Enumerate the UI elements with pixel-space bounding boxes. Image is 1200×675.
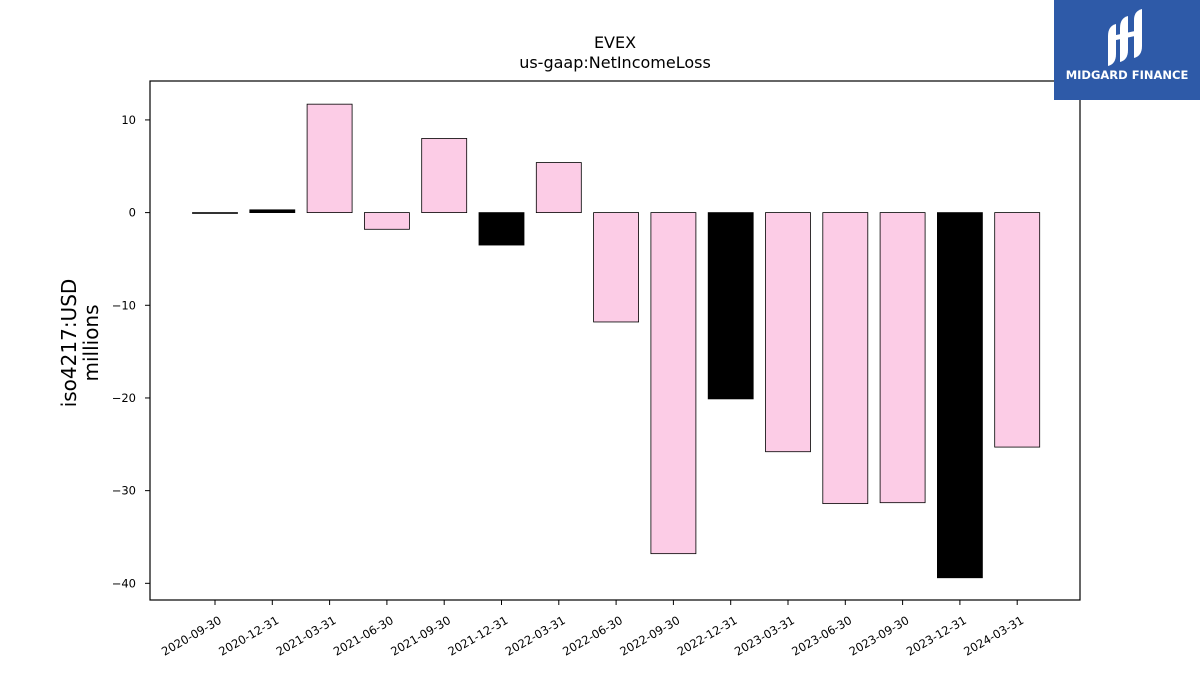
x-tick-label: 2022-03-31 bbox=[503, 613, 568, 659]
bar-2024-03-31 bbox=[994, 212, 1041, 448]
x-tick-label: 2022-09-30 bbox=[617, 613, 682, 659]
y-ticks-group: 10 0 −10 −20 −30 −40 bbox=[112, 113, 150, 590]
x-tick-label: 2022-12-31 bbox=[675, 613, 740, 659]
bar-2021-09-30 bbox=[421, 138, 468, 214]
midgard-logo-icon bbox=[1108, 9, 1142, 66]
brand-name: MIDGARD FINANCE bbox=[1065, 68, 1189, 82]
x-tick-label: 2021-03-31 bbox=[274, 613, 339, 659]
x-tick-label: 2023-12-31 bbox=[904, 613, 969, 659]
y-tick-label: −30 bbox=[112, 484, 136, 498]
x-tick-label: 2023-06-30 bbox=[789, 613, 854, 659]
bar-2022-06-30 bbox=[593, 212, 639, 323]
bar-2023-03-31 bbox=[765, 212, 811, 453]
y-axis-label-line1: iso4217:USD bbox=[57, 279, 81, 408]
x-tick-label: 2020-12-31 bbox=[216, 613, 281, 659]
bar-2023-06-30 bbox=[822, 212, 869, 505]
bar-2021-03-31 bbox=[306, 103, 353, 214]
x-tick-label: 2022-06-30 bbox=[560, 613, 625, 659]
bars-group bbox=[192, 103, 1041, 579]
x-ticks-group: 2020-09-302020-12-312021-03-312021-06-30… bbox=[159, 600, 1026, 659]
bar-2023-09-30 bbox=[879, 212, 926, 504]
brand-logo: MIDGARD FINANCE bbox=[1054, 0, 1200, 100]
y-tick-label: −10 bbox=[112, 298, 136, 312]
bar-2020-12-31 bbox=[249, 209, 296, 214]
x-tick-label: 2020-09-30 bbox=[159, 613, 224, 659]
x-tick-label: 2021-09-30 bbox=[388, 613, 453, 659]
x-tick-label: 2021-12-31 bbox=[446, 613, 511, 659]
chart-title: EVEX bbox=[594, 33, 636, 52]
bar-2023-12-31 bbox=[937, 212, 983, 579]
bar-2022-09-30 bbox=[650, 212, 697, 555]
y-axis-label-line2: millions bbox=[79, 304, 103, 381]
bar-2020-09-30 bbox=[192, 212, 238, 214]
x-tick-label: 2021-06-30 bbox=[331, 613, 396, 659]
x-tick-label: 2024-03-31 bbox=[961, 613, 1026, 659]
bar-2021-12-31 bbox=[478, 212, 525, 246]
y-tick-label: −40 bbox=[112, 576, 136, 590]
y-tick-label: 10 bbox=[121, 113, 136, 127]
bar-2022-12-31 bbox=[707, 212, 754, 400]
x-tick-label: 2023-09-30 bbox=[847, 613, 912, 659]
y-tick-label: −20 bbox=[112, 391, 136, 405]
y-axis-label: iso4217:USD millions bbox=[57, 279, 103, 408]
chart-subtitle: us-gaap:NetIncomeLoss bbox=[519, 53, 711, 72]
y-tick-label: 0 bbox=[129, 206, 136, 220]
bar-2021-06-30 bbox=[363, 212, 410, 230]
plot-frame bbox=[149, 80, 1081, 601]
x-tick-label: 2023-03-31 bbox=[732, 613, 797, 659]
bar-2022-03-31 bbox=[535, 162, 582, 214]
